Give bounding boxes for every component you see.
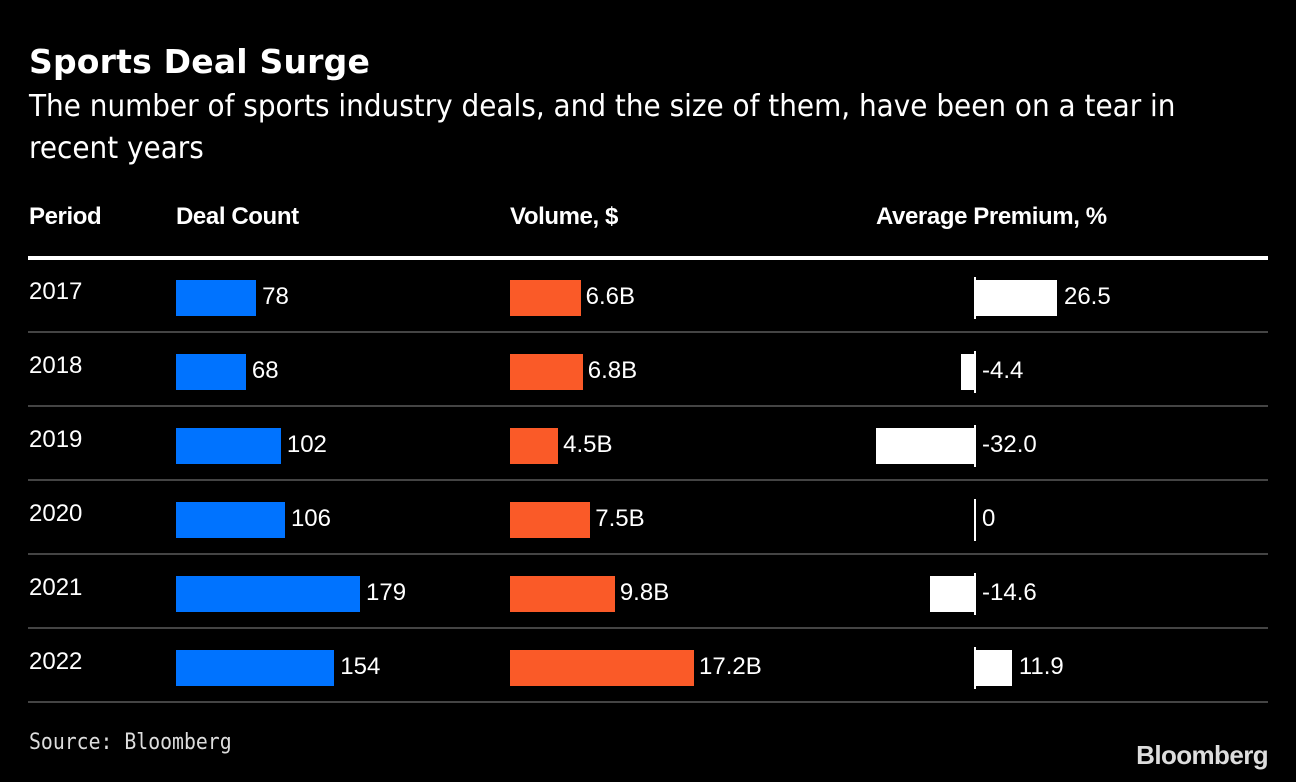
deal-count-bar bbox=[176, 576, 360, 612]
deal-count-bar bbox=[176, 502, 285, 538]
premium-zero-axis bbox=[974, 277, 976, 319]
volume-label: 4.5B bbox=[563, 431, 613, 458]
premium-bar bbox=[929, 576, 975, 612]
volume-bar bbox=[510, 576, 615, 612]
deal-count-label: 154 bbox=[340, 653, 381, 680]
premium-zero-axis bbox=[974, 499, 976, 541]
volume-bar bbox=[510, 354, 583, 390]
header-volume: Volume, $ bbox=[510, 203, 618, 230]
deal-count-label: 179 bbox=[366, 579, 407, 606]
deal-count-bar bbox=[176, 650, 335, 686]
row-divider bbox=[28, 553, 1268, 555]
volume-label: 17.2B bbox=[699, 653, 762, 680]
volume-bar bbox=[510, 428, 559, 464]
premium-bar bbox=[876, 428, 975, 464]
row-divider bbox=[28, 701, 1268, 703]
row-period-label: 2018 bbox=[29, 352, 83, 379]
volume-bar bbox=[510, 650, 694, 686]
premium-zero-axis bbox=[974, 425, 976, 467]
row-divider bbox=[28, 331, 1268, 333]
row-divider bbox=[28, 405, 1268, 407]
premium-label: 26.5 bbox=[1063, 283, 1111, 310]
header-rule bbox=[28, 256, 1268, 260]
volume-label: 7.5B bbox=[595, 505, 645, 532]
premium-label: 0 bbox=[982, 505, 996, 532]
volume-label: 9.8B bbox=[619, 579, 670, 606]
premium-bar bbox=[961, 354, 975, 390]
bloomberg-logo: Bloomberg bbox=[1136, 740, 1268, 770]
volume-bar bbox=[510, 502, 591, 538]
row-period-label: 2022 bbox=[29, 648, 83, 675]
deal-count-label: 106 bbox=[290, 505, 331, 532]
premium-label: -4.4 bbox=[982, 357, 1024, 384]
deal-count-bar bbox=[176, 354, 246, 390]
header-deal-count: Deal Count bbox=[176, 203, 299, 230]
premium-bar bbox=[975, 280, 1057, 316]
source-note: Source: Bloomberg bbox=[29, 730, 232, 755]
premium-bar bbox=[975, 650, 1012, 686]
row-period-label: 2017 bbox=[29, 278, 83, 305]
chart-title: Sports Deal Surge bbox=[29, 42, 371, 81]
header-period: Period bbox=[29, 203, 102, 230]
deal-count-bar bbox=[176, 280, 257, 316]
deal-count-label: 68 bbox=[251, 357, 279, 384]
chart-subtitle: The number of sports industry deals, and… bbox=[29, 89, 1176, 166]
row-divider bbox=[28, 627, 1268, 629]
row-period-label: 2020 bbox=[29, 500, 83, 527]
premium-zero-axis bbox=[974, 647, 976, 689]
premium-zero-axis bbox=[974, 573, 976, 615]
deal-count-label: 78 bbox=[262, 283, 289, 310]
row-divider bbox=[28, 479, 1268, 481]
header-average-premium: Average Premium, % bbox=[876, 203, 1107, 230]
premium-label: -32.0 bbox=[982, 431, 1037, 458]
volume-label: 6.8B bbox=[587, 357, 638, 384]
premium-zero-axis bbox=[974, 351, 976, 393]
premium-label: -14.6 bbox=[982, 579, 1037, 606]
volume-label: 6.6B bbox=[585, 283, 635, 310]
deal-count-bar bbox=[176, 428, 281, 464]
volume-bar bbox=[510, 280, 581, 316]
deal-count-label: 102 bbox=[286, 431, 327, 458]
premium-label: 11.9 bbox=[1018, 653, 1064, 680]
row-period-label: 2019 bbox=[29, 426, 83, 453]
row-period-label: 2021 bbox=[29, 574, 83, 601]
